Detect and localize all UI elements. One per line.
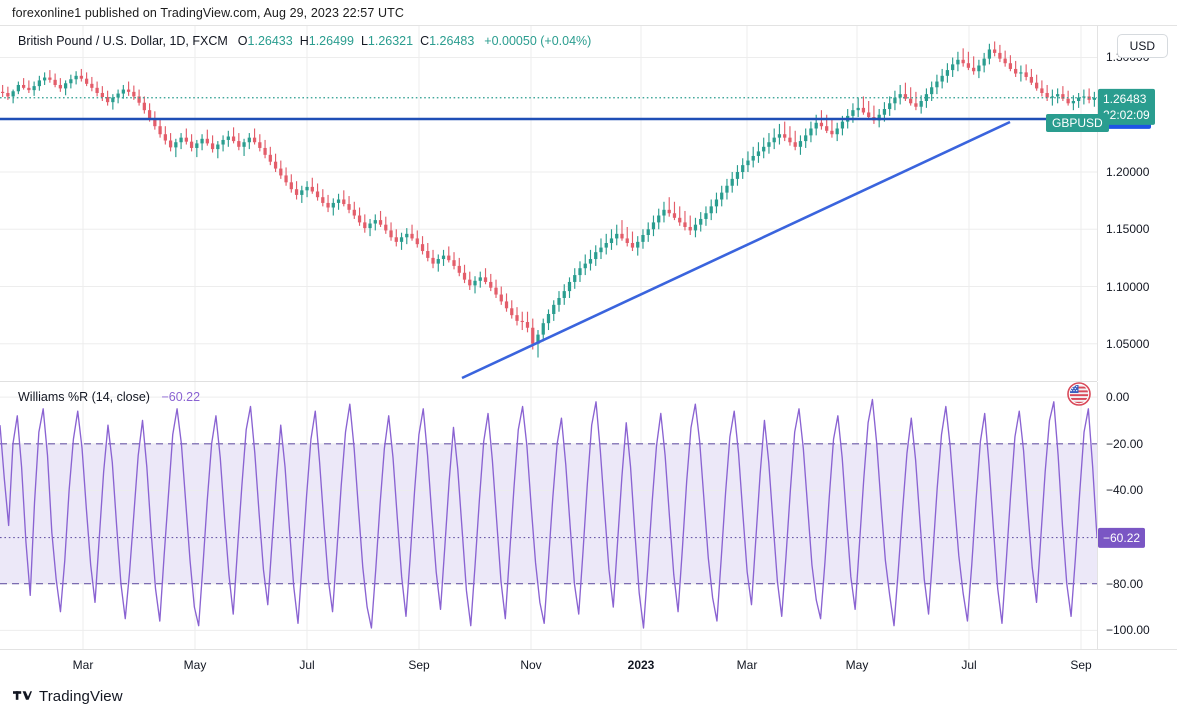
williams-axis[interactable]: 0.00 −20.00 −40.00 −80.00 −100.00 −60.22 [1097, 382, 1177, 649]
price-plot-area[interactable] [0, 26, 1097, 381]
williams-tick-label: 0.00 [1106, 390, 1130, 405]
ohlc-open: O1.26433 [237, 34, 293, 48]
price-tick-label: 1.20000 [1106, 165, 1150, 179]
price-axis[interactable]: USD 1.300001.200001.150001.100001.05000 … [1097, 26, 1177, 381]
williams-value-tag[interactable]: −60.22 [1098, 527, 1146, 548]
publish-info-text: forexonline1 published on TradingView.co… [12, 5, 404, 20]
time-tick-label: Jul [299, 658, 315, 672]
price-tick-label: 1.10000 [1106, 279, 1150, 294]
symbol-title[interactable]: British Pound / U.S. Dollar, 1D, FXCM [18, 34, 228, 48]
price-change: +0.00050 (+0.04%) [484, 34, 592, 48]
symbol-price-tag[interactable]: GBPUSD [1046, 113, 1109, 132]
williams-tick-label: −100.00 [1106, 623, 1150, 638]
currency-button[interactable]: USD [1116, 34, 1168, 58]
price-tick-label: 1.05000 [1106, 336, 1150, 351]
time-tick-label: May [183, 658, 207, 672]
williams-tick-label: −40.00 [1106, 483, 1144, 498]
publish-info-bar: forexonline1 published on TradingView.co… [0, 0, 1177, 25]
williams-plot-area[interactable] [0, 382, 1097, 649]
ohlc-high: H1.26499 [299, 34, 354, 48]
time-tick-label: Mar [736, 658, 758, 672]
price-pane[interactable]: British Pound / U.S. Dollar, 1D, FXCM O1… [0, 26, 1177, 406]
ohlc-low: L1.26321 [360, 34, 414, 48]
candlestick-series [0, 26, 1097, 381]
williams-tick-label: −80.00 [1106, 576, 1144, 591]
us-flag-icon [1067, 382, 1091, 406]
time-axis[interactable]: Mar May Jul Sep Nov 2023 Mar May Jul Sep [0, 649, 1177, 681]
time-tick-label: Jul [961, 658, 977, 672]
time-tick-label: May [845, 658, 869, 672]
current-price-countdown: 22:02:09 [1103, 107, 1150, 122]
williams-r-series [0, 382, 1097, 649]
tradingview-wordmark[interactable]: TradingView [39, 688, 123, 705]
williams-tick-label: −20.00 [1106, 436, 1144, 451]
time-tick-label: Mar [72, 658, 94, 672]
tradingview-logo-icon[interactable] [13, 690, 32, 703]
williams-legend: Williams %R (14, close) −60.22 [18, 390, 200, 404]
time-tick-label: Sep [1070, 658, 1092, 672]
us-flag-event-marker[interactable] [1066, 381, 1092, 412]
williams-r-pane[interactable]: Williams %R (14, close) −60.22 0.00 −20.0… [0, 382, 1177, 649]
footer: TradingView [0, 680, 1177, 713]
time-tick-label: Nov [520, 658, 542, 672]
chart-frame: British Pound / U.S. Dollar, 1D, FXCM O1… [0, 25, 1177, 681]
current-price-value: 1.26483 [1103, 91, 1147, 106]
time-tick-label: Sep [408, 658, 430, 672]
time-tick-label: 2023 [627, 658, 655, 672]
price-legend: British Pound / U.S. Dollar, 1D, FXCM O1… [18, 34, 591, 48]
pane-divider[interactable] [0, 381, 1097, 382]
price-tick-label: 1.15000 [1106, 222, 1150, 237]
williams-legend-value: −60.22 [161, 390, 201, 404]
williams-legend-title[interactable]: Williams %R (14, close) [18, 390, 150, 404]
ohlc-close: C1.26483 [420, 34, 475, 48]
